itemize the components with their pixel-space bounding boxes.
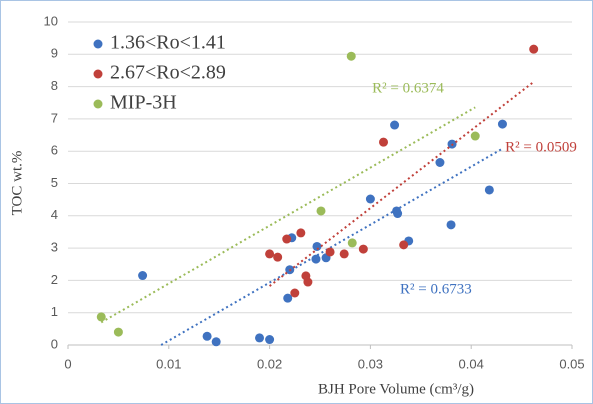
y-tick-label: 8	[51, 78, 58, 93]
point	[113, 327, 123, 337]
point	[347, 238, 357, 248]
point	[529, 44, 539, 54]
trendline	[100, 106, 476, 324]
point	[312, 241, 322, 251]
point	[435, 158, 445, 168]
x-axis-label: BJH Pore Volume (cm³/g)	[318, 381, 474, 397]
point	[390, 120, 400, 130]
legend-label: 2.67<Ro<2.89	[110, 62, 226, 84]
point	[446, 220, 456, 230]
point	[470, 131, 480, 141]
x-tick-label: 0	[64, 356, 71, 371]
point	[290, 288, 300, 298]
y-tick-label: 0	[51, 336, 58, 351]
y-tick-label: 7	[51, 110, 58, 125]
x-tick-label: 0.01	[156, 356, 181, 371]
point	[265, 249, 275, 259]
y-tick-label: 1	[51, 304, 58, 319]
point	[283, 293, 293, 303]
point	[325, 247, 335, 257]
point	[303, 277, 313, 287]
point	[273, 252, 283, 262]
y-tick-label: 6	[51, 143, 58, 158]
legend-marker	[93, 69, 103, 79]
r2-label: R² = 0.0509	[505, 139, 577, 155]
point	[399, 240, 409, 250]
y-tick-label: 3	[51, 240, 58, 255]
point	[255, 333, 265, 343]
r2-label: R² = 0.6374	[372, 80, 444, 96]
y-tick-label: 4	[51, 207, 58, 222]
r2-label: R² = 0.6733	[400, 281, 472, 297]
y-axis-label: TOC wt.%	[9, 151, 25, 216]
point	[265, 335, 275, 345]
point	[358, 244, 368, 254]
trendline	[268, 81, 535, 287]
y-tick-label: 9	[51, 46, 58, 61]
point	[393, 209, 403, 219]
point	[339, 249, 349, 259]
point	[96, 312, 106, 322]
legend-label: MIP-3H	[110, 92, 177, 114]
point	[138, 271, 148, 281]
y-tick-label: 5	[51, 175, 58, 190]
point	[379, 137, 389, 147]
x-tick-label: 0.02	[257, 356, 282, 371]
point	[311, 254, 321, 264]
x-tick-label: 0.04	[459, 356, 484, 371]
point	[202, 331, 212, 341]
point	[282, 234, 292, 244]
point	[346, 51, 356, 61]
legend-marker	[93, 39, 103, 49]
point	[211, 337, 221, 347]
x-tick-label: 0.05	[559, 356, 584, 371]
point	[484, 185, 494, 195]
y-tick-label: 2	[51, 272, 58, 287]
point	[296, 228, 306, 238]
point	[316, 206, 326, 216]
y-tick-label: 10	[44, 13, 58, 28]
point	[365, 194, 375, 204]
legend-marker	[93, 99, 103, 109]
legend-label: 1.36<Ro<1.41	[110, 32, 226, 54]
trendline	[160, 147, 503, 346]
x-tick-label: 0.03	[358, 356, 383, 371]
point	[497, 119, 507, 129]
